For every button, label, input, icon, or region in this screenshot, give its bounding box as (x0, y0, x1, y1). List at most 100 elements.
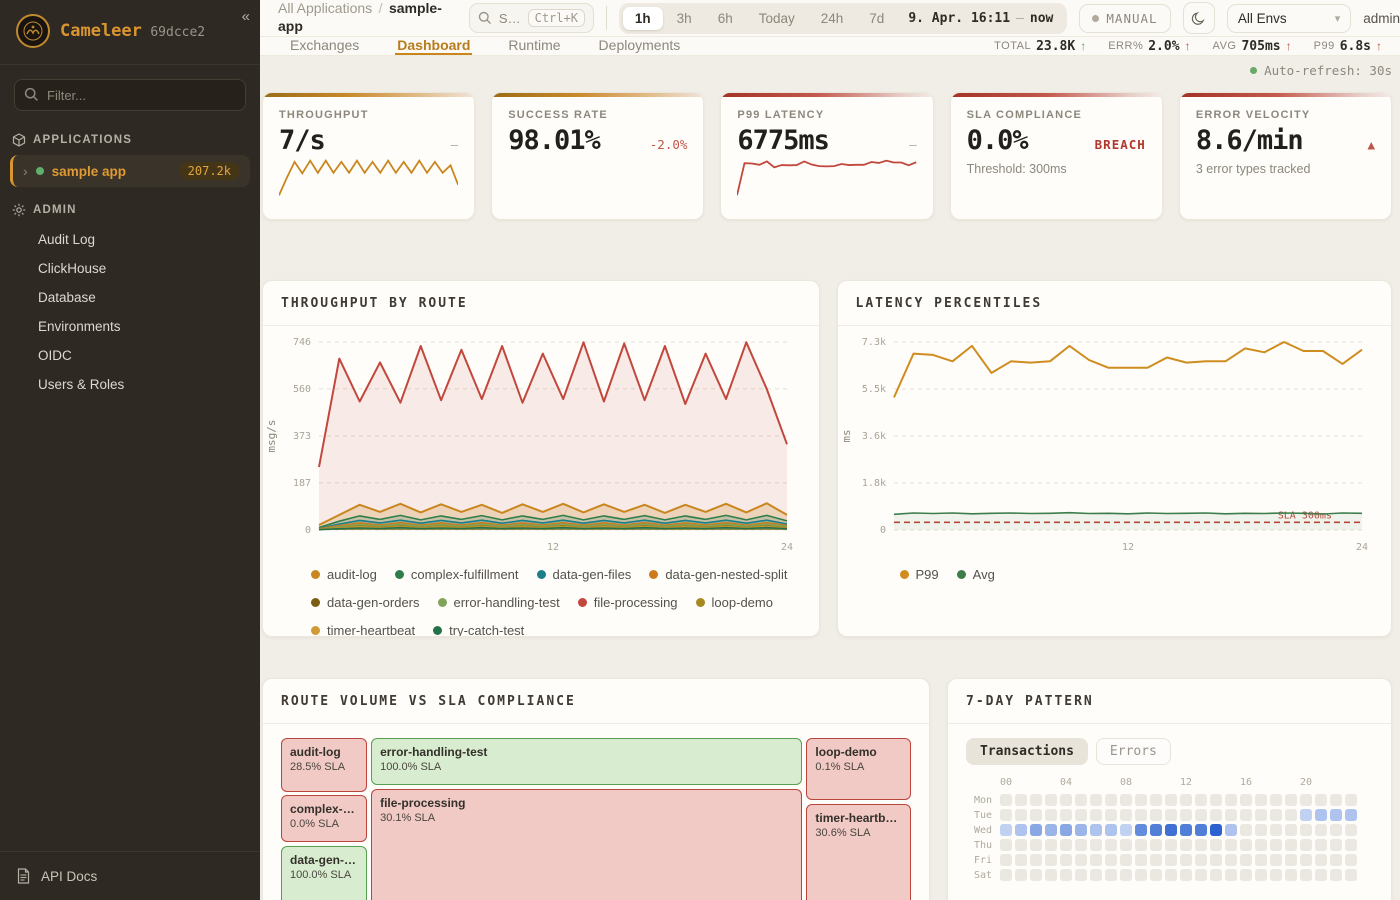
heatmap-cell (1120, 794, 1132, 806)
divider (605, 6, 607, 30)
document-icon (17, 868, 30, 884)
time-range-3h[interactable]: 3h (665, 7, 704, 30)
heatmap-mode-errors[interactable]: Errors (1095, 738, 1171, 765)
treemap-cell-loop-demo[interactable]: loop-demo 0.1% SLA (806, 738, 911, 800)
heatmap-cell (1255, 854, 1267, 866)
treemap-cell-audit-log[interactable]: audit-log 28.5% SLA (281, 738, 367, 793)
legend-item-error-handling-test[interactable]: error-handling-test (437, 595, 560, 610)
heatmap-cell (1105, 839, 1117, 851)
time-range-7d[interactable]: 7d (857, 7, 896, 30)
svg-text:24: 24 (781, 542, 793, 553)
treemap-cell-error-handling-test[interactable]: error-handling-test 100.0% SLA (371, 738, 802, 785)
time-range-24h[interactable]: 24h (809, 7, 856, 30)
heatmap-cell (1225, 854, 1237, 866)
global-search[interactable]: S… Ctrl+K (468, 3, 594, 33)
heatmap-cell (1270, 869, 1282, 881)
sidebar-item-oidc[interactable]: OIDC (38, 348, 72, 363)
sidebar-item-users-roles[interactable]: Users & Roles (38, 377, 125, 392)
sidebar-api-docs[interactable]: API Docs (0, 851, 260, 900)
heatmap-day-label: Fri (973, 854, 992, 866)
sidebar-filter-input[interactable] (14, 79, 246, 111)
legend-item-p99[interactable]: P99 (899, 567, 939, 582)
heatmap-cell (1195, 794, 1207, 806)
heatmap-hour-label: 08 (1120, 777, 1133, 788)
bottom-row: ROUTE VOLUME VS SLA COMPLIANCE audit-log… (262, 678, 1392, 900)
heatmap-cell (1195, 809, 1207, 821)
charts-row: THROUGHPUT BY ROUTE 0 187 373 560 746 12 24 msg… (262, 280, 1392, 637)
heatmap-cell (1330, 794, 1342, 806)
svg-text:0: 0 (305, 525, 311, 536)
manual-refresh-button[interactable]: MANUAL (1079, 3, 1171, 33)
tab-runtime[interactable]: Runtime (508, 37, 561, 53)
sidebar-item-environments[interactable]: Environments (38, 319, 121, 334)
svg-text:ms: ms (840, 429, 853, 442)
dark-mode-toggle[interactable] (1182, 2, 1215, 34)
tabs: Exchanges Dashboard Runtime Deployments (288, 37, 682, 55)
sidebar-item-database[interactable]: Database (38, 290, 96, 305)
heatmap-cell (1150, 839, 1162, 851)
heatmap-cell (1210, 869, 1222, 881)
heatmap-cell (1300, 824, 1312, 836)
heatmap-cell (1030, 869, 1042, 881)
legend-item-try-catch-test[interactable]: try-catch-test (433, 623, 524, 636)
breadcrumb: All Applications / sample-app (278, 0, 457, 36)
date-range-display[interactable]: 9. Apr. 16:11– now (908, 10, 1054, 26)
tab-deployments[interactable]: Deployments (598, 37, 681, 53)
svg-text:3.6k: 3.6k (861, 431, 885, 442)
heatmap-cell (1015, 869, 1027, 881)
heatmap-cell (1270, 794, 1282, 806)
legend-item-loop-demo[interactable]: loop-demo (695, 595, 773, 610)
treemap-cell-complex-fulfil-[interactable]: complex-fulfil…0.0% SLA (281, 795, 367, 842)
legend-item-data-gen-files[interactable]: data-gen-files (536, 567, 631, 582)
legend-item-audit-log[interactable]: audit-log (311, 567, 377, 582)
heatmap-cell (1045, 854, 1057, 866)
user-menu[interactable]: admin (1363, 10, 1400, 26)
sidebar-item-audit-log[interactable]: Audit Log (38, 232, 96, 247)
heatmap-cell (1270, 839, 1282, 851)
treemap-cell-data-gen-files[interactable]: data-gen-files100.0% SLA (281, 846, 367, 900)
auto-refresh-status: Auto-refresh: 30s (262, 56, 1392, 78)
sidebar-item-clickhouse[interactable]: ClickHouse (38, 261, 107, 276)
topbar: All Applications / sample-app S… Ctrl+K … (260, 0, 1400, 37)
time-range-1h[interactable]: 1h (622, 6, 663, 30)
treemap-cell-file-processing[interactable]: file-processing 30.1% SLA (371, 788, 802, 900)
heatmap-hour-labels: 00 04 08 12 16 20 (966, 777, 1373, 791)
heatmap-cell (1300, 794, 1312, 806)
heatmap-cell (1105, 869, 1117, 881)
time-range-today[interactable]: Today (747, 7, 807, 30)
heatmap-cell (1255, 869, 1267, 881)
legend-item-complex-fulfillment[interactable]: complex-fulfillment (394, 567, 519, 582)
svg-text:5.5k: 5.5k (861, 384, 885, 395)
status-dot (35, 167, 44, 175)
sidebar-item-sample-app[interactable]: › sample app 207.2k (10, 155, 250, 187)
env-select[interactable]: All Envs ▾ (1226, 3, 1352, 33)
heatmap-cell (1075, 824, 1087, 836)
heatmap-cell (1195, 824, 1207, 836)
legend-item-file-processing[interactable]: file-processing (577, 595, 678, 610)
breadcrumb-all-applications[interactable]: All Applications (278, 0, 373, 16)
heatmap-cell (1210, 809, 1222, 821)
tab-dashboard[interactable]: Dashboard (395, 37, 473, 55)
legend-item-avg[interactable]: Avg (956, 567, 995, 582)
sidebar-collapse-button[interactable]: « (241, 8, 250, 25)
sidebar-filter (14, 79, 246, 111)
legend-item-data-gen-nested-split[interactable]: data-gen-nested-split (649, 567, 787, 582)
kpi-card-p99-latency: P99 LATENCY 6775ms – (720, 92, 934, 220)
treemap-cell-timer-heartbeat[interactable]: timer-heartbeat 30.6% SLA (806, 804, 911, 900)
search-icon (478, 11, 491, 25)
heatmap-cell (1240, 809, 1252, 821)
heatmap-cell (1135, 794, 1147, 806)
heatmap-hour-label: 04 (1060, 777, 1073, 788)
svg-text:12: 12 (1121, 542, 1133, 553)
heatmap-cell (1345, 794, 1357, 806)
legend-item-data-gen-orders[interactable]: data-gen-orders (311, 595, 420, 610)
legend-item-timer-heartbeat[interactable]: timer-heartbeat (311, 623, 415, 636)
heatmap-cell (1285, 869, 1297, 881)
heatmap-cell (1150, 869, 1162, 881)
heatmap-cell (1315, 839, 1327, 851)
heatmap-cell (1120, 854, 1132, 866)
time-range-6h[interactable]: 6h (706, 7, 745, 30)
tab-exchanges[interactable]: Exchanges (290, 37, 360, 53)
heatmap-mode-transactions[interactable]: Transactions (966, 738, 1088, 765)
kpi-label: SUCCESS RATE (508, 109, 608, 121)
